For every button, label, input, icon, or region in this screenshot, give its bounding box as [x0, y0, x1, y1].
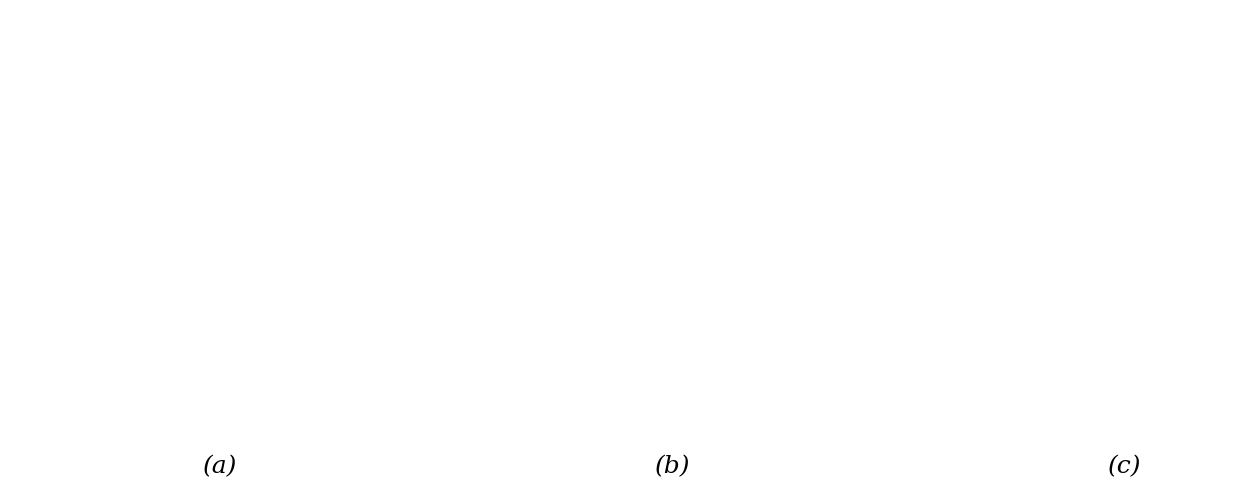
Text: (c): (c): [1108, 455, 1141, 478]
Text: (b): (b): [654, 455, 690, 478]
Bar: [118, 333, 234, 383]
Bar: [73, 367, 154, 398]
Bar: [1080, 367, 1154, 383]
Bar: [497, 364, 519, 373]
Text: (a): (a): [203, 455, 237, 478]
